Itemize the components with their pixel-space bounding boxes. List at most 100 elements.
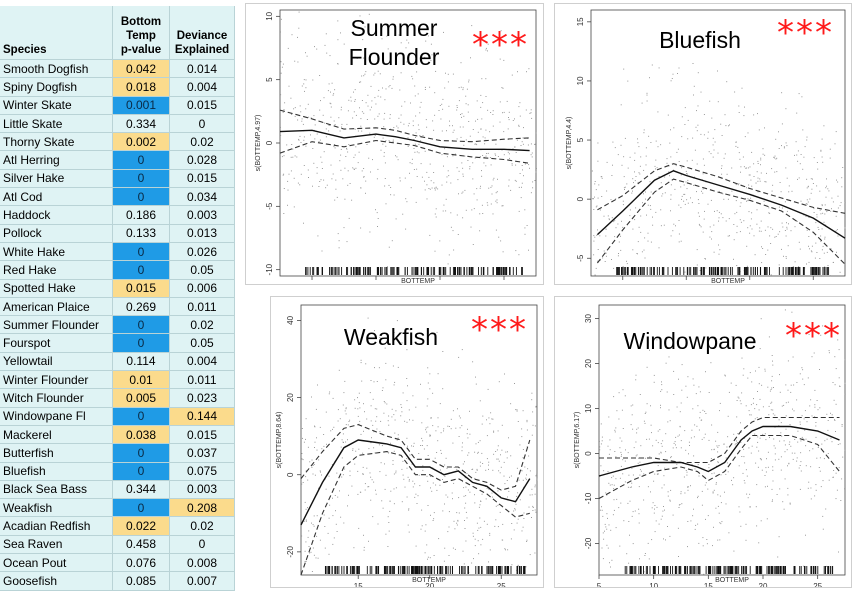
table-row: Acadian Redfish 0.022 0.02 bbox=[0, 516, 235, 536]
pvalue-cell: 0 bbox=[112, 443, 170, 463]
x-tick-label: 20 bbox=[759, 582, 768, 587]
table-row: Silver Hake 0 0.015 bbox=[0, 169, 235, 189]
table-row: Little Skate 0.334 0 bbox=[0, 114, 235, 134]
species-cell: Spotted Hake bbox=[0, 279, 113, 298]
deviance-cell: 0.023 bbox=[169, 388, 235, 408]
windowpane-title: Windowpane bbox=[623, 328, 757, 354]
pvalue-cell: 0.018 bbox=[112, 77, 170, 97]
deviance-cell: 0.015 bbox=[169, 169, 235, 189]
y-tick-label: -20 bbox=[286, 546, 295, 558]
weakfish-plot: 15 20 25 BOTTEMP -20 0 20 40 s(BOTTEMP,8.64) bbox=[276, 304, 538, 587]
y-axis-label: s(BOTTEMP,8.64) bbox=[276, 412, 283, 469]
residual-points bbox=[301, 317, 538, 574]
deviance-cell: 0.02 bbox=[169, 516, 235, 536]
smooth-fit-line bbox=[279, 129, 530, 152]
species-cell: Smooth Dogfish bbox=[0, 59, 113, 79]
x-tick-label: 25 bbox=[500, 283, 509, 284]
table-row: Goosefish 0.085 0.007 bbox=[0, 571, 235, 591]
pvalue-cell: 0.001 bbox=[112, 96, 170, 115]
y-axis-label: s(BOTTEMP,6.17) bbox=[574, 412, 581, 469]
deviance-cell: 0.004 bbox=[169, 77, 235, 97]
deviance-cell: 0.013 bbox=[169, 224, 235, 243]
y-tick-label: 40 bbox=[286, 315, 295, 324]
table-row: Winter Skate 0.001 0.015 bbox=[0, 96, 235, 115]
table-row: Pollock 0.133 0.013 bbox=[0, 224, 235, 243]
x-tick-label: 10 bbox=[308, 283, 317, 284]
upper-confidence-band bbox=[597, 163, 846, 214]
bluefish-title: Bluefish bbox=[659, 27, 741, 53]
x-tick-label: 15 bbox=[372, 283, 381, 284]
pvalue-cell: 0.114 bbox=[112, 352, 170, 372]
y-tick-label: -10 bbox=[265, 263, 274, 275]
pvalue-cell: 0 bbox=[112, 169, 170, 189]
deviance-cell: 0.008 bbox=[169, 553, 235, 573]
pvalue-cell: 0.015 bbox=[112, 279, 170, 298]
x-axis-label: BOTTEMP bbox=[412, 577, 446, 584]
species-cell: Thorny Skate bbox=[0, 132, 113, 152]
y-axis-label: s(BOTTEMP,4.97) bbox=[255, 115, 262, 172]
y-axis-label: s(BOTTEMP,4.4) bbox=[566, 117, 573, 170]
x-tick-label: 20 bbox=[436, 283, 445, 284]
pvalue-cell: 0 bbox=[112, 333, 170, 353]
x-tick-label: 25 bbox=[497, 582, 506, 587]
y-tick-label: 10 bbox=[265, 11, 274, 20]
plot-frame bbox=[300, 304, 538, 576]
table-row: Atl Herring 0 0.028 bbox=[0, 150, 235, 170]
deviance-cell: 0.028 bbox=[169, 150, 235, 170]
windowpane-plot: 5 10 15 20 25 BOTTEMP -20 -10 0 10 20 30 s(BOTTEMP,6… bbox=[574, 304, 846, 587]
pvalue-cell: 0.038 bbox=[112, 425, 170, 445]
summer-flounder-plot: 10 15 20 25 BOTTEMP -10 -5 0 5 10 s(BOTTEMP,4.97) bbox=[255, 9, 537, 284]
weakfish-title: Weakfish bbox=[343, 324, 439, 350]
y-tick-label: -20 bbox=[584, 537, 593, 549]
deviance-cell: 0.034 bbox=[169, 187, 235, 207]
table-row: Ocean Pout 0.076 0.008 bbox=[0, 553, 235, 573]
x-tick-label: 25 bbox=[813, 582, 822, 587]
pvalue-cell: 0 bbox=[112, 260, 170, 280]
pvalue-cell: 0 bbox=[112, 462, 170, 481]
species-cell: Silver Hake bbox=[0, 169, 113, 189]
table-row: Witch Flounder 0.005 0.023 bbox=[0, 388, 235, 408]
x-tick-label: 25 bbox=[809, 283, 818, 284]
smooth-fit-line bbox=[598, 425, 840, 477]
y-tick-label: 30 bbox=[584, 314, 593, 323]
pvalue-cell: 0 bbox=[112, 242, 170, 262]
pvalue-cell: 0 bbox=[112, 187, 170, 207]
summer-flounder-title: Summer Flounder bbox=[348, 15, 440, 70]
summer-flounder-significance-stars: *** bbox=[472, 25, 529, 65]
y-tick-label: 0 bbox=[265, 140, 274, 145]
y-tick-label: 20 bbox=[584, 359, 593, 368]
species-cell: Yellowtail bbox=[0, 352, 113, 372]
pvalue-header: Bottom Temp p-value bbox=[112, 6, 170, 60]
deviance-cell: 0.02 bbox=[169, 315, 235, 335]
bluefish-plot: 10 15 20 25 BOTTEMP -5 0 5 10 15 s(BOTTEMP,4.4) bbox=[566, 9, 846, 284]
pvalue-cell: 0.085 bbox=[112, 571, 170, 591]
lower-confidence-band bbox=[300, 451, 530, 576]
species-cell: Weakfish bbox=[0, 498, 113, 518]
deviance-cell: 0.144 bbox=[169, 407, 235, 426]
deviance-cell: 0.026 bbox=[169, 242, 235, 262]
pvalue-cell: 0 bbox=[112, 498, 170, 518]
pvalue-cell: 0.458 bbox=[112, 535, 170, 555]
deviance-cell: 0.05 bbox=[169, 260, 235, 280]
species-cell: Atl Herring bbox=[0, 150, 113, 170]
pvalue-cell: 0.002 bbox=[112, 132, 170, 152]
y-tick-label: -10 bbox=[584, 492, 593, 504]
deviance-cell: 0.037 bbox=[169, 443, 235, 463]
table-row: Yellowtail 0.114 0.004 bbox=[0, 352, 235, 372]
y-tick-label: 0 bbox=[576, 196, 585, 201]
x-axis-label: BOTTEMP bbox=[401, 278, 435, 284]
table-row: Winter Flounder 0.01 0.011 bbox=[0, 370, 235, 390]
species-cell: Witch Flounder bbox=[0, 388, 113, 408]
plot-frame bbox=[598, 304, 846, 576]
lower-confidence-band bbox=[279, 139, 530, 164]
species-cell: Winter Flounder bbox=[0, 370, 113, 390]
species-cell: Spiny Dogfish bbox=[0, 77, 113, 97]
deviance-cell: 0.003 bbox=[169, 205, 235, 225]
table-row: Haddock 0.186 0.003 bbox=[0, 205, 235, 225]
deviance-cell: 0.05 bbox=[169, 333, 235, 353]
species-cell: Butterfish bbox=[0, 443, 113, 463]
residual-points bbox=[591, 63, 846, 277]
pvalue-cell: 0.133 bbox=[112, 224, 170, 243]
pvalue-cell: 0.042 bbox=[112, 59, 170, 79]
species-cell: Black Sea Bass bbox=[0, 480, 113, 500]
